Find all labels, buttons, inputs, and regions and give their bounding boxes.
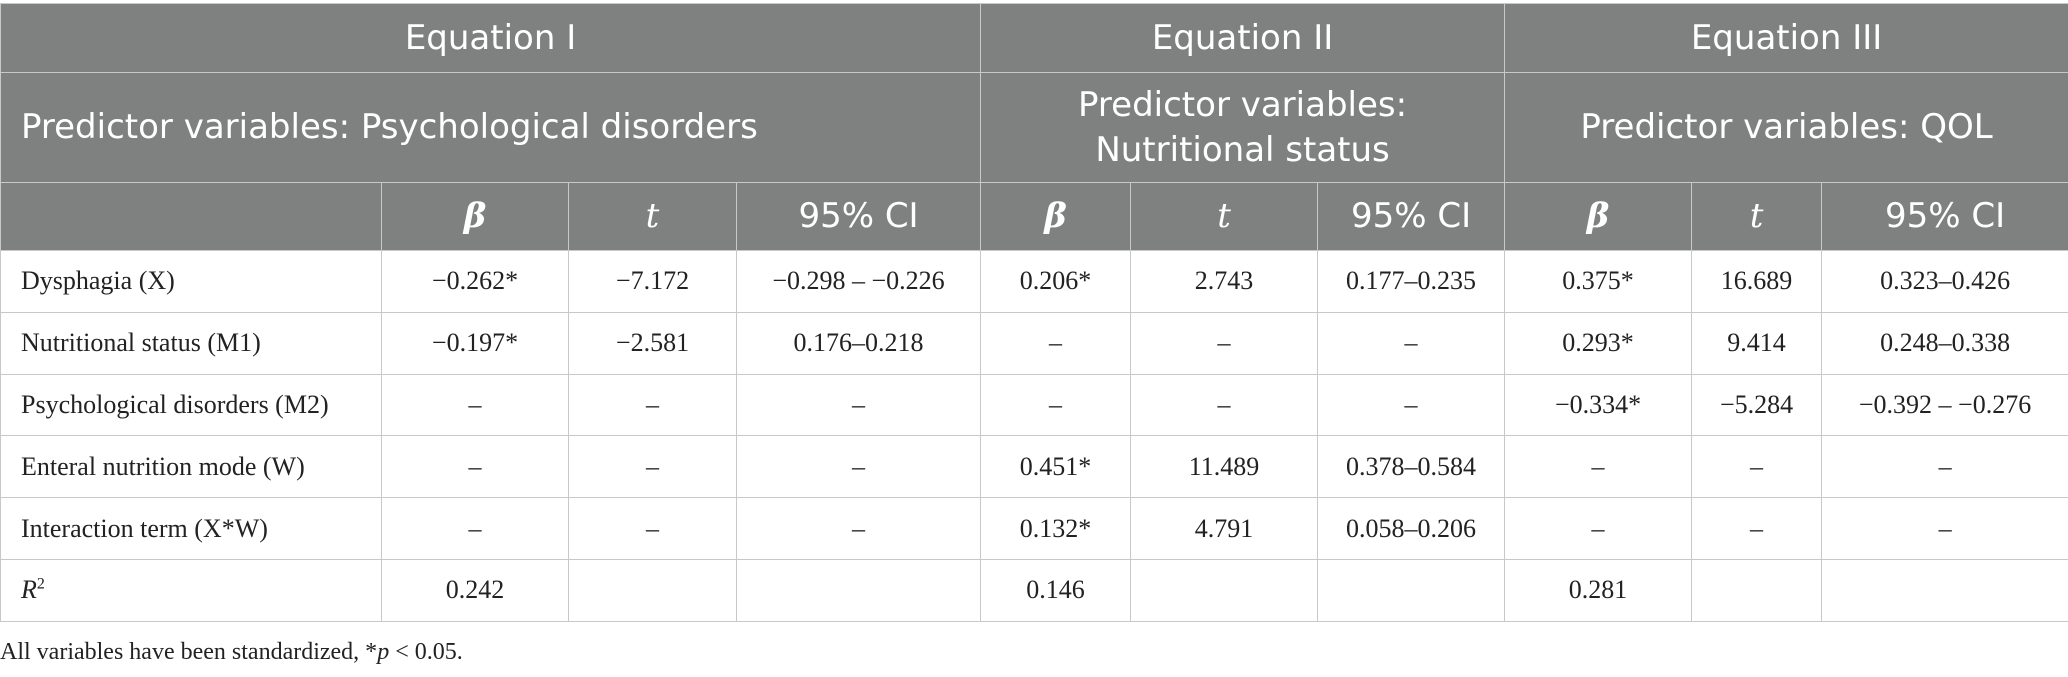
table-cell-empty bbox=[1317, 558, 1506, 622]
equation-3-predictor: Predictor variables: QOL bbox=[1504, 72, 2068, 183]
table-cell: 0.323–0.426 bbox=[1821, 250, 2068, 313]
footnote-p: p bbox=[377, 639, 390, 665]
r-squared-eq2: 0.146 bbox=[980, 558, 1132, 622]
table-cell-empty bbox=[1691, 558, 1823, 622]
table-cell: – bbox=[381, 373, 569, 437]
row-label: Enteral nutrition mode (W) bbox=[0, 435, 382, 499]
table-cell: – bbox=[980, 373, 1132, 437]
r-squared-row: R2 0.242 0.146 0.281 bbox=[0, 558, 2068, 622]
table-cell: 0.058–0.206 bbox=[1317, 497, 1506, 560]
table-cell: −0.298 – −0.226 bbox=[735, 250, 982, 313]
table-cell: – bbox=[735, 373, 982, 437]
r-superscript: 2 bbox=[36, 575, 45, 593]
table-cell: – bbox=[1130, 311, 1319, 375]
table-cell: – bbox=[1317, 373, 1506, 437]
table-row: Interaction term (X*W) – – – 0.132* 4.79… bbox=[0, 497, 2068, 560]
table-cell: 4.791 bbox=[1130, 497, 1319, 560]
table-cell-empty bbox=[735, 558, 982, 622]
table-cell: – bbox=[568, 497, 737, 560]
table-row: Dysphagia (X) −0.262* −7.172 −0.298 – −0… bbox=[0, 250, 2068, 313]
table-cell: −0.197* bbox=[381, 311, 569, 375]
beta-header-eq3: β bbox=[1504, 182, 1693, 251]
equation-2-predictor-line2: Nutritional status bbox=[1095, 129, 1390, 170]
ci-header-eq2: 95% CI bbox=[1317, 182, 1506, 251]
r-squared-eq1: 0.242 bbox=[381, 558, 569, 622]
empty-header-cell bbox=[0, 182, 382, 251]
table-cell: – bbox=[1504, 435, 1693, 499]
predictor-header-row: Predictor variables: Psychological disor… bbox=[0, 72, 2068, 183]
table-cell: 16.689 bbox=[1691, 250, 1823, 313]
row-label: Interaction term (X*W) bbox=[0, 497, 382, 560]
table-cell: – bbox=[1504, 497, 1693, 560]
table-cell: 0.132* bbox=[980, 497, 1132, 560]
table-cell: −0.334* bbox=[1504, 373, 1693, 437]
table-cell: 0.451* bbox=[980, 435, 1132, 499]
r-label: R bbox=[21, 575, 37, 605]
row-label: Psychological disorders (M2) bbox=[0, 373, 382, 437]
table-cell: – bbox=[1130, 373, 1319, 437]
table-cell: 11.489 bbox=[1130, 435, 1319, 499]
table-cell: – bbox=[1317, 311, 1506, 375]
table-cell: – bbox=[381, 497, 569, 560]
table-cell: 0.206* bbox=[980, 250, 1132, 313]
table-cell: 0.378–0.584 bbox=[1317, 435, 1506, 499]
table-cell: – bbox=[568, 373, 737, 437]
table-row: Enteral nutrition mode (W) – – – 0.451* … bbox=[0, 435, 2068, 499]
table-cell-empty bbox=[568, 558, 737, 622]
equation-header-row: Equation I Equation II Equation III bbox=[0, 3, 2068, 73]
table-footnote: All variables have been standardized, *p… bbox=[0, 639, 463, 666]
column-header-row: β t 95% CI β t 95% CI β t 95% CI bbox=[0, 182, 2068, 251]
table-cell: – bbox=[1691, 435, 1823, 499]
t-header-eq1: t bbox=[568, 182, 737, 251]
table-row: Nutritional status (M1) −0.197* −2.581 0… bbox=[0, 311, 2068, 375]
r-squared-eq3: 0.281 bbox=[1504, 558, 1693, 622]
table-cell: – bbox=[1691, 497, 1823, 560]
table-cell: −2.581 bbox=[568, 311, 737, 375]
table-cell: −7.172 bbox=[568, 250, 737, 313]
ci-header-eq1: 95% CI bbox=[735, 182, 982, 251]
table-cell: −0.392 – −0.276 bbox=[1821, 373, 2068, 437]
t-header-eq3: t bbox=[1691, 182, 1823, 251]
row-label: Dysphagia (X) bbox=[0, 250, 382, 313]
footnote-suffix: < 0.05. bbox=[389, 639, 463, 665]
ci-header-eq3: 95% CI bbox=[1821, 182, 2068, 251]
table-cell: – bbox=[381, 435, 569, 499]
table-cell: – bbox=[1821, 435, 2068, 499]
table-cell: – bbox=[980, 311, 1132, 375]
table-cell: 0.293* bbox=[1504, 311, 1693, 375]
equation-2-predictor: Predictor variables: Nutritional status bbox=[980, 72, 1506, 183]
table-cell: – bbox=[568, 435, 737, 499]
table-cell: 9.414 bbox=[1691, 311, 1823, 375]
table-row: Psychological disorders (M2) – – – – – –… bbox=[0, 373, 2068, 437]
table-cell: 0.248–0.338 bbox=[1821, 311, 2068, 375]
table-cell: −0.262* bbox=[381, 250, 569, 313]
t-header-eq2: t bbox=[1130, 182, 1319, 251]
regression-table: Equation I Equation II Equation III Pred… bbox=[0, 3, 2068, 622]
table-cell: 0.375* bbox=[1504, 250, 1693, 313]
table-cell: 0.176–0.218 bbox=[735, 311, 982, 375]
equation-1-predictor: Predictor variables: Psychological disor… bbox=[0, 72, 982, 183]
table-cell: 0.177–0.235 bbox=[1317, 250, 1506, 313]
table-cell-empty bbox=[1130, 558, 1319, 622]
equation-2-predictor-line1: Predictor variables: bbox=[1078, 85, 1408, 126]
beta-header-eq1: β bbox=[381, 182, 569, 251]
r-squared-label: R2 bbox=[0, 558, 382, 622]
row-label: Nutritional status (M1) bbox=[0, 311, 382, 375]
footnote-prefix: All variables have been standardized, * bbox=[0, 639, 378, 665]
table-cell: – bbox=[735, 497, 982, 560]
table-cell-empty bbox=[1821, 558, 2068, 622]
equation-2-header: Equation II bbox=[980, 3, 1506, 73]
equation-1-header: Equation I bbox=[0, 3, 982, 73]
table-cell: 2.743 bbox=[1130, 250, 1319, 313]
equation-3-header: Equation III bbox=[1504, 3, 2068, 73]
table-cell: – bbox=[1821, 497, 2068, 560]
table-cell: −5.284 bbox=[1691, 373, 1823, 437]
table-cell: – bbox=[735, 435, 982, 499]
beta-header-eq2: β bbox=[980, 182, 1132, 251]
